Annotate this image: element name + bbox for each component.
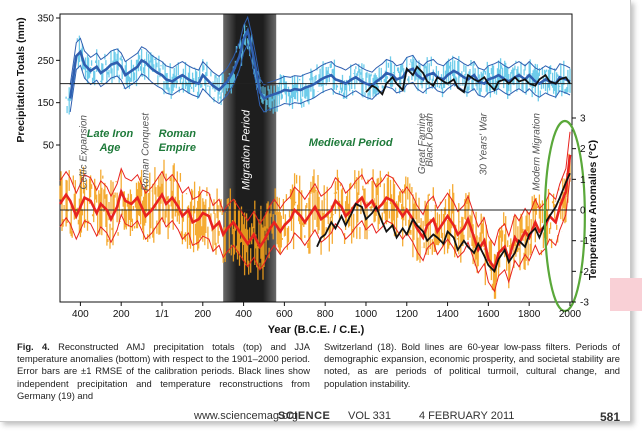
temp-lower-bound-line bbox=[59, 177, 571, 293]
precip-axis-label: Precipitation Totals (mm) bbox=[15, 17, 27, 142]
precip-upper-bound-line bbox=[69, 15, 571, 86]
footer-journal: SCIENCE bbox=[278, 410, 331, 422]
annotation-late-iron-age-line2: Age bbox=[99, 142, 121, 154]
temp-ytick-label: -1 bbox=[580, 236, 589, 247]
migration-period-band bbox=[223, 14, 277, 302]
precip-ytick-label: 150 bbox=[37, 98, 54, 109]
temp-switzerland-line bbox=[316, 172, 571, 273]
footer-date: 4 FEBRUARY 2011 bbox=[419, 410, 515, 422]
annotation-celtic-expansion: Celtic Expansion bbox=[79, 115, 90, 190]
temp-ytick-label: -2 bbox=[580, 267, 589, 278]
page: Celtic Expansion Late Iron Age Roman Conque… bbox=[0, 0, 631, 424]
x-tick-label: 400 bbox=[235, 309, 252, 320]
x-axis-label: Year (B.C.E. / C.E.) bbox=[268, 324, 365, 336]
x-tick-label: 1200 bbox=[396, 309, 419, 320]
temp-ytick-label: -3 bbox=[580, 298, 589, 309]
annotation-late-iron-age: Late Iron bbox=[87, 128, 134, 140]
precip-ytick-label: 50 bbox=[43, 141, 55, 152]
x-tick-label: 1600 bbox=[477, 309, 500, 320]
x-tick-label: 1800 bbox=[518, 309, 541, 320]
annotation-medieval-period: Medieval Period bbox=[309, 137, 393, 149]
precip-germany-line bbox=[365, 65, 571, 96]
x-tick-label: 1/1 bbox=[155, 309, 169, 320]
annotation-black-death: Black Death bbox=[424, 113, 435, 167]
figure-caption-left: Fig. 4. Reconstructed AMJ precipitation … bbox=[17, 341, 310, 402]
temp-upper-bound-line bbox=[59, 131, 571, 247]
annotation-roman-empire-line2: Empire bbox=[159, 142, 196, 154]
annotation-modern-migration: Modern Migration bbox=[531, 113, 542, 191]
x-tick-label: 1000 bbox=[355, 309, 378, 320]
plot-frame bbox=[59, 13, 573, 303]
page-footer: www.sciencemag.org SCIENCE VOL 331 4 FEB… bbox=[0, 410, 630, 424]
precip-lower-bound-line bbox=[69, 42, 571, 113]
footer-page-number: 581 bbox=[599, 410, 620, 424]
x-tick-label: 800 bbox=[317, 309, 334, 320]
caption-text-right: Switzerland (18). Bold lines are 60-year… bbox=[324, 341, 620, 389]
temp-lowpass-line bbox=[58, 154, 572, 272]
footer-volume: VOL 331 bbox=[348, 410, 392, 422]
temp-ytick-label: 0 bbox=[580, 206, 586, 217]
x-tick-label: 200 bbox=[113, 309, 130, 320]
pink-swatch bbox=[610, 278, 642, 311]
temp-ytick-label: 1 bbox=[580, 175, 586, 186]
recent-warming-ellipse bbox=[543, 119, 586, 313]
precip-ytick-label: 250 bbox=[37, 56, 54, 67]
annotation-great-famine: Great Famine bbox=[417, 113, 428, 175]
annotation-migration-period: Migration Period bbox=[241, 109, 253, 190]
figure-caption-right: Switzerland (18). Bold lines are 60-year… bbox=[324, 341, 620, 390]
caption-text-left: Reconstructed AMJ precipitation totals (… bbox=[17, 341, 311, 401]
precip-ytick-label: 350 bbox=[37, 14, 54, 25]
x-tick-label: 400 bbox=[72, 309, 89, 320]
figure-number: Fig. 4. bbox=[17, 341, 50, 352]
annotation-roman-conquest: Roman Conquest bbox=[141, 112, 152, 191]
temp-ytick-label: 3 bbox=[580, 114, 586, 125]
temp-ytick-label: 2 bbox=[580, 144, 586, 155]
annotation-roman-empire: Roman bbox=[159, 128, 197, 140]
x-tick-label: 600 bbox=[276, 309, 293, 320]
x-tick-label: 1400 bbox=[436, 309, 459, 320]
temp-axis-label: Temperature Anomalies (°C) bbox=[587, 140, 599, 280]
precip-annual-error-bars bbox=[65, 23, 571, 115]
x-tick-label: 200 bbox=[194, 309, 211, 320]
footer-site[interactable]: www.sciencemag.org bbox=[194, 410, 298, 422]
annotation-30-years-war: 30 Years' War bbox=[478, 112, 489, 175]
x-tick-label: 2000 bbox=[559, 309, 582, 320]
